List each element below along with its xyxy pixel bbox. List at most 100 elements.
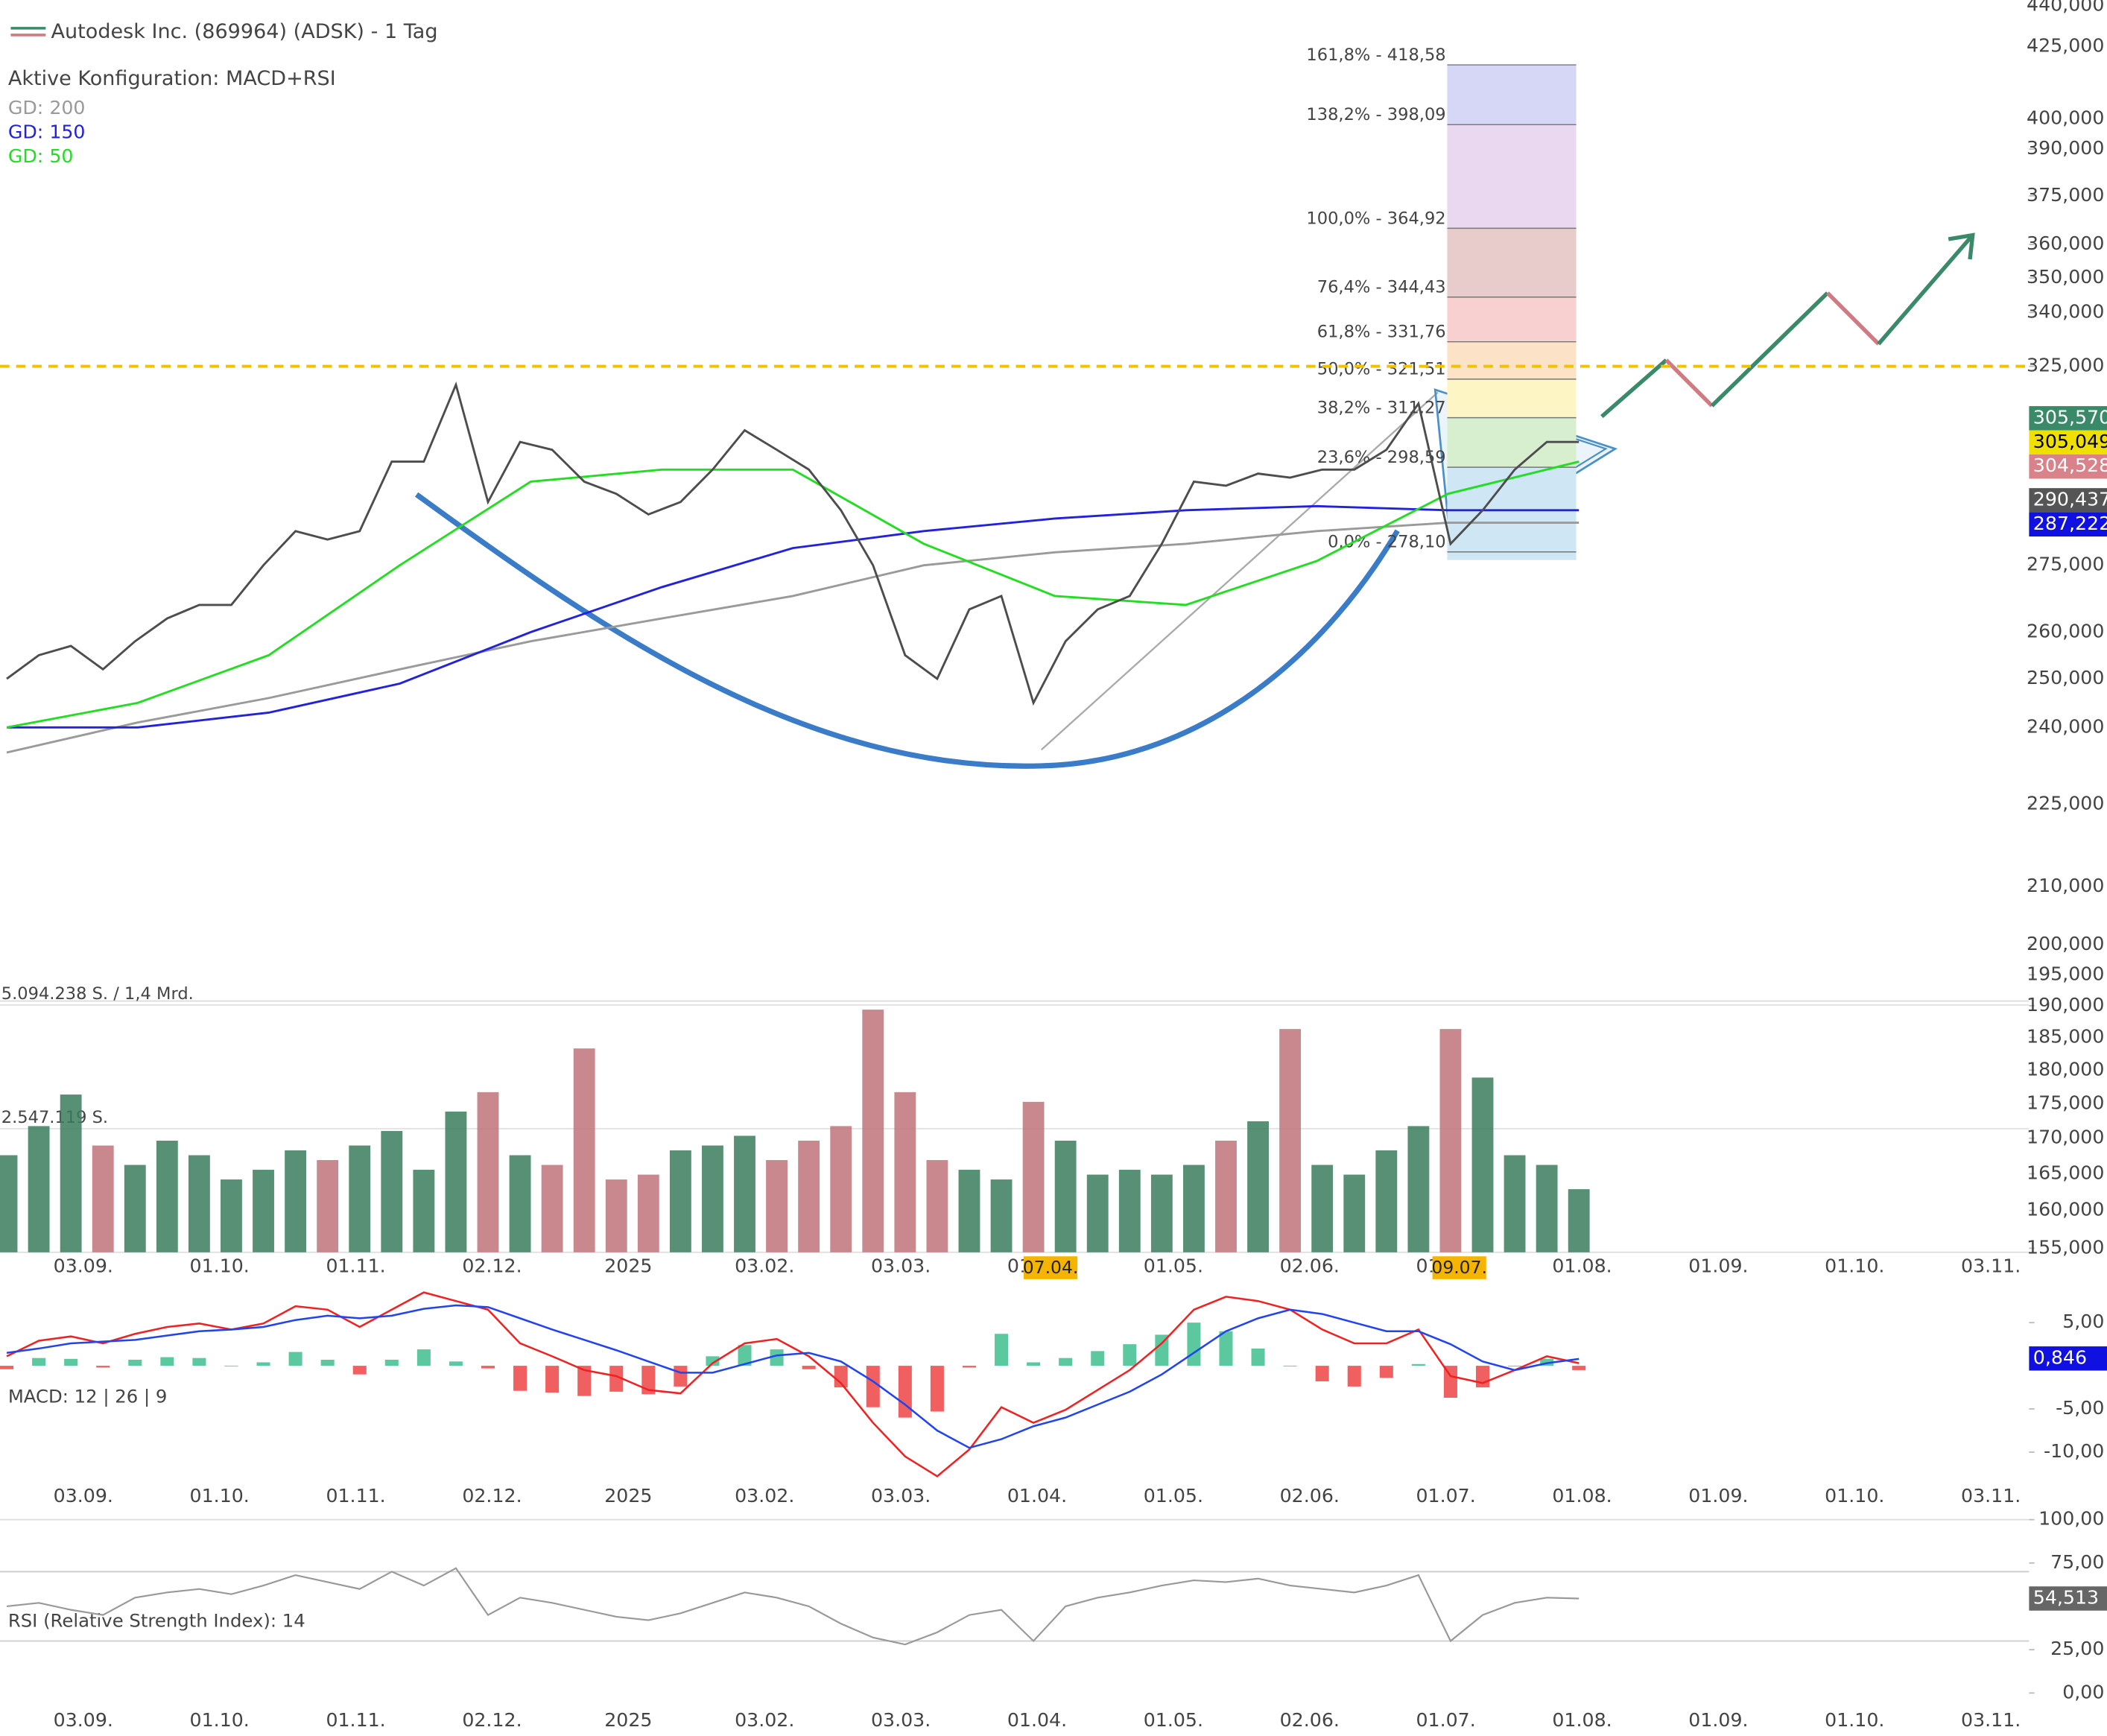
macd-histogram [256,1362,270,1366]
macd-histogram [641,1366,656,1395]
badge-box [2029,488,2107,513]
volume-bar [1439,1029,1462,1252]
y-tick-label: 400,000 [2027,107,2104,129]
badge-label: 305,570 [2033,406,2107,428]
macd-histogram [1091,1351,1105,1366]
projection-arrow [1600,232,1975,419]
macd-histogram [320,1359,335,1366]
volume-bar [958,1170,980,1252]
chart-title: Autodesk Inc. (869964) (ADSK) - 1 Tag [51,20,438,43]
fib-label: 76,4% - 344,43 [1317,278,1446,297]
value-badge: 0,846 [2029,1346,2107,1371]
y-tick-label: 375,000 [2027,184,2104,206]
x-tick-label: 01.07. [1416,1709,1476,1731]
macd-histogram [1315,1366,1329,1381]
fib-label: 38,2% - 311,27 [1317,398,1446,417]
volume-bar [477,1092,499,1252]
y-tick-label: 170,000 [2027,1127,2104,1148]
macd-histogram [738,1345,752,1366]
macd-histogram [1251,1348,1265,1366]
volume-bar [1215,1140,1237,1252]
macd-histogram [577,1366,592,1396]
fib-label: 50,0% - 321,51 [1317,360,1446,379]
macd-histogram [898,1366,912,1418]
badge-box [2029,1346,2107,1371]
value-badge: 304,528 [2029,454,2107,479]
badge-label: 305,049 [2033,431,2107,452]
volume-bar [1568,1189,1590,1252]
x-tick-label: 03.02. [735,1709,794,1731]
volume-bar [221,1179,242,1252]
badge-box [2029,512,2107,537]
volume-bar [702,1145,723,1252]
value-badge: 305,049 [2029,430,2107,455]
volume-bar [1279,1029,1302,1252]
volume-bar [381,1130,403,1252]
macd-histogram [1219,1331,1233,1366]
macd-histogram [1475,1366,1490,1388]
macd-histogram [866,1366,880,1407]
moving-average [6,460,1580,729]
x-tick-label: 02.12. [462,1485,522,1507]
badge-box [2029,406,2107,431]
volume-bar [1536,1165,1558,1252]
fib-band [1447,65,1577,125]
volume-bar [734,1135,755,1252]
fib-band [1447,551,1577,560]
macd-histogram [1059,1358,1073,1366]
y-tick-label: 250,000 [2027,667,2104,688]
macd-histogram [962,1366,976,1368]
volume-bar [1150,1174,1173,1252]
volume-bar [253,1170,274,1252]
x-tick-label: 01.11. [326,1485,385,1507]
volume-bar [798,1140,820,1252]
badge-box [2029,430,2107,455]
arrow-leg [1600,358,1668,419]
price-line [6,381,1580,706]
legend-entry: GD: 150 [8,121,86,143]
y-tick-label: 180,000 [2027,1058,2104,1080]
y-tick-label: 340,000 [2027,300,2104,322]
macd-histogram [481,1366,495,1369]
y-tick-label: 360,000 [2027,232,2104,254]
value-badge: 287,222 [2029,512,2107,537]
y-tick-label: 190,000 [2027,994,2104,1016]
legend-entry: GD: 50 [8,145,74,167]
y-tick-label: 390,000 [2027,137,2104,159]
y-tick-label: 440,000 [2027,0,2104,15]
macd-histogram [0,1366,14,1369]
value-badge: 54,513 [2029,1586,2107,1611]
volume-bar [156,1140,178,1252]
x-tick-label: 03.09. [54,1485,113,1507]
macd-histogram [192,1358,206,1366]
x-tick-label: 02.06. [1280,1255,1340,1277]
y-tick-label: 425,000 [2027,35,2104,57]
macd-histogram [609,1366,624,1392]
fib-label: 0,0% - 278,10 [1328,533,1446,552]
x-tick-label: 01.10. [1825,1709,1884,1731]
macd-histogram [513,1366,527,1391]
volume-bar [413,1170,435,1252]
legend-entry: GD: 200 [8,97,86,118]
fib-band [1447,124,1577,229]
macd-histogram [1347,1366,1361,1387]
volume-bar [1247,1121,1269,1252]
fib-label: 161,8% - 418,58 [1306,45,1445,65]
x-tick-label: 01.08. [1552,1709,1612,1731]
macd-title: MACD: 12 | 26 | 9 [8,1386,168,1407]
x-tick-label: 02.06. [1280,1485,1340,1507]
volume-bar [1343,1174,1366,1252]
volume-ref-label: 2.547.119 S. [1,1108,108,1127]
x-tick-label: 2025 [604,1255,652,1277]
x-tick-label: 01.09. [1688,1255,1748,1277]
x-tick-label: 02.12. [462,1709,522,1731]
macd-histogram [1123,1344,1137,1366]
volume-bar [1504,1155,1526,1252]
y-tick-label: 275,000 [2027,554,2104,575]
macd-histogram [1572,1366,1586,1370]
x-tick-label: 03.11. [1961,1485,2021,1507]
volume-bar [1118,1170,1141,1252]
x-tick-label: 2025 [604,1485,652,1507]
trend-line [1040,391,1439,751]
